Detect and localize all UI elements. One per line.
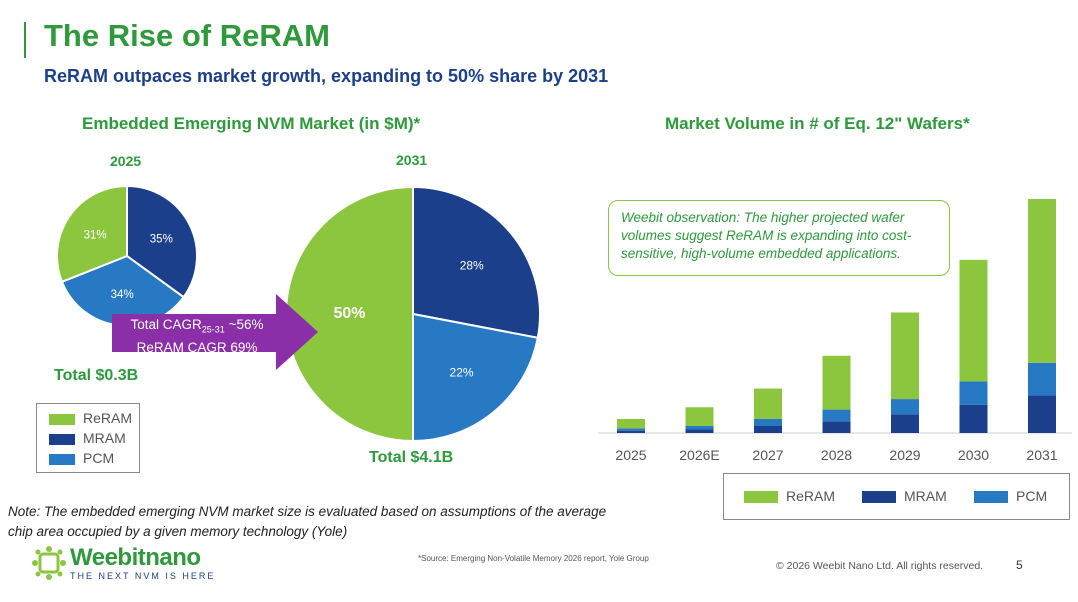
legend-label-reram: ReRAM — [83, 410, 133, 426]
pie-2031-total: Total $4.1B — [369, 449, 454, 466]
cagr-arrow-shape — [112, 294, 318, 370]
weebit-logo-tagline: THE NEXT NVM IS HERE — [70, 571, 216, 581]
bar-2025-reram — [617, 418, 645, 429]
total-cagr-line: Total CAGR25-31 ~56% — [130, 317, 264, 335]
bar-2029-reram — [891, 312, 919, 400]
left-chart-title: Embedded Emerging NVM Market (in $M)* — [82, 114, 421, 133]
2025-slice-label-mram: 35% — [150, 234, 173, 246]
bar-2029-pcm — [891, 399, 919, 415]
legend-label-mram: MRAM — [83, 430, 126, 446]
bar-2029-mram — [891, 414, 919, 433]
legend-label-reram-2: ReRAM — [786, 488, 836, 504]
bar-2031-reram — [1028, 199, 1056, 363]
legend-swatch-mram-2 — [862, 491, 896, 503]
x-tick-label-2025: 2025 — [615, 447, 646, 463]
legend-swatch-reram-2 — [744, 491, 778, 503]
2025-slice-mram — [126, 184, 198, 299]
source-citation: *Source: Emerging Non-Volatile Memory 20… — [418, 554, 649, 563]
weebit-logo-icon — [32, 546, 66, 580]
pie-2031-year: 2031 — [396, 152, 428, 168]
legend-label-pcm: PCM — [83, 450, 115, 466]
bar-2026E-mram — [685, 429, 714, 433]
bar-2030-pcm — [959, 381, 988, 405]
legend-swatch-pcm — [49, 454, 75, 465]
x-tick-label-2028: 2028 — [821, 447, 852, 463]
x-tick-label-2029: 2029 — [889, 447, 920, 463]
footnote: Note: The embedded emerging NVM market s… — [8, 504, 607, 539]
2031-slice-mram — [412, 185, 541, 339]
x-tick-label-2031: 2031 — [1026, 447, 1057, 463]
copyright: © 2026 Weebit Nano Ltd. All rights reser… — [776, 560, 984, 572]
weebit-logo-text: Weebitnano — [70, 544, 201, 571]
legend-swatch-mram — [49, 434, 75, 445]
2031-slice-pcm — [412, 312, 539, 443]
2025-slice-label-pcm: 34% — [111, 289, 134, 301]
bar-2026E-reram — [685, 407, 714, 426]
2031-slice-label-pcm: 22% — [450, 366, 474, 380]
legend-label-pcm-2: PCM — [1016, 488, 1048, 504]
bar-2031-mram — [1028, 395, 1056, 433]
x-tick-label-2030: 2030 — [958, 447, 989, 463]
bar-2028-mram — [822, 421, 851, 433]
bar-2027-mram — [754, 425, 782, 433]
title-accent-bar — [24, 22, 26, 58]
bar-2030-reram — [959, 259, 988, 382]
cagr-arrow-text: Total CAGR25-31 ~56% ReRAM CAGR 69% — [122, 316, 272, 356]
page-title: The Rise of ReRAM — [44, 18, 330, 53]
x-tick-label-2027: 2027 — [752, 447, 783, 463]
bar-2025-pcm — [617, 428, 645, 431]
bar-2025-mram — [617, 430, 645, 433]
page-subtitle: ReRAM outpaces market growth, expanding … — [44, 66, 609, 86]
bar-2027-pcm — [754, 418, 782, 426]
weebit-observation-callout: Weebit observation: The higher projected… — [608, 200, 950, 276]
2031-slice-label-reram: 50% — [333, 305, 365, 322]
pie-2025-total: Total $0.3B — [54, 367, 139, 384]
legend-swatch-pcm-2 — [974, 491, 1008, 503]
bar-2026E-pcm — [685, 425, 714, 430]
left-legend: ReRAM MRAM PCM — [36, 403, 140, 473]
bar-2027-reram — [754, 388, 782, 419]
x-tick-label-2026E: 2026E — [679, 447, 719, 463]
reram-cagr-line: ReRAM CAGR 69% — [136, 339, 258, 355]
right-legend: ReRAM MRAM PCM — [723, 473, 1070, 520]
2025-slice-reram — [56, 184, 128, 284]
bar-2028-pcm — [822, 409, 851, 422]
legend-swatch-reram — [49, 414, 75, 425]
pie-2025-year: 2025 — [110, 153, 142, 169]
2031-slice-label-mram: 28% — [460, 258, 484, 272]
legend-label-mram-2: MRAM — [904, 488, 947, 504]
2025-slice-label-reram: 31% — [84, 229, 107, 241]
bar-2030-mram — [959, 404, 988, 433]
bar-2028-reram — [822, 355, 851, 410]
right-chart-title: Market Volume in # of Eq. 12" Wafers* — [665, 114, 970, 133]
bar-2031-pcm — [1028, 362, 1056, 396]
page-number: 5 — [1016, 558, 1023, 572]
